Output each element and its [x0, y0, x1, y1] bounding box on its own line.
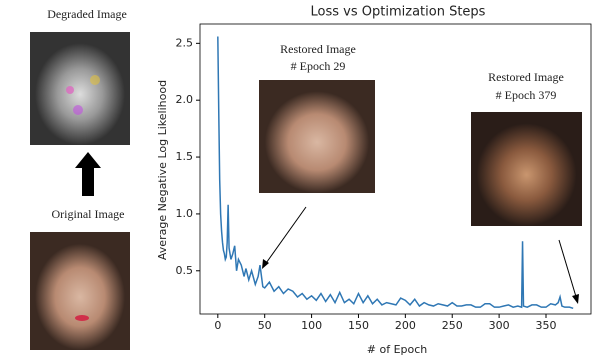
annotation-text: # Epoch 29 — [291, 59, 346, 73]
y-tick-label: 1.5 — [176, 150, 194, 163]
x-tick-label: 100 — [301, 319, 322, 332]
restored-image — [259, 80, 375, 193]
axes-frame — [199, 23, 592, 315]
noise — [66, 86, 74, 94]
image-label: Original Image — [52, 207, 125, 221]
annotation-arrowhead — [262, 259, 269, 269]
x-tick-label: 300 — [489, 319, 510, 332]
chart-title: Loss vs Optimization Steps — [311, 5, 486, 20]
annotation-arrow — [558, 239, 578, 301]
x-axis-label: # of Epoch — [367, 343, 428, 356]
x-tick-label: 150 — [348, 319, 369, 332]
degraded-image — [30, 32, 130, 145]
annotation-title: Restored Image — [280, 42, 356, 56]
y-tick-label: 1.0 — [176, 207, 194, 220]
x-tick-label: 0 — [214, 319, 221, 332]
y-tick-label: 2.0 — [176, 93, 194, 106]
lips — [75, 315, 89, 321]
annotation-arrow — [263, 206, 307, 267]
y-tick-label: 0.5 — [176, 264, 194, 277]
x-tick-label: 350 — [535, 319, 556, 332]
image-label: Degraded Image — [47, 7, 127, 21]
restored-image — [471, 112, 582, 226]
annotation-title: Restored Image — [488, 70, 564, 84]
y-axis-label: Average Negative Log Likelihood — [156, 80, 169, 260]
x-tick-label: 200 — [395, 319, 416, 332]
noise — [73, 105, 83, 115]
noise — [90, 75, 100, 85]
annotation-arrowhead — [572, 294, 579, 304]
x-tick-label: 250 — [442, 319, 463, 332]
annotation-text: # Epoch 379 — [496, 88, 557, 102]
y-tick-label: 2.5 — [176, 36, 194, 49]
x-tick-label: 50 — [258, 319, 272, 332]
original-image — [30, 232, 130, 350]
arrow — [75, 152, 101, 196]
loss-line — [217, 36, 574, 310]
